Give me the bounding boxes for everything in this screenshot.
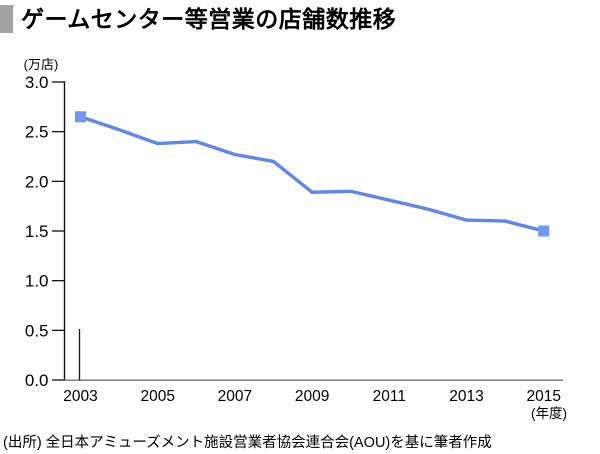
y-tick-label: 2.5 (25, 123, 49, 142)
source-note: (出所) 全日本アミューズメント施設営業者協会連合会(AOU)を基に筆者作成 (3, 435, 492, 451)
x-tick-label: 2011 (373, 388, 406, 405)
x-tick-label: 2015 (526, 388, 560, 405)
x-tick-label: 2005 (140, 388, 174, 405)
y-tick-label: 2.0 (25, 172, 49, 191)
y-tick-label: 1.5 (25, 222, 49, 241)
data-line (79, 115, 545, 233)
title-row: ゲームセンター等営業の店舗数推移 (0, 5, 396, 33)
x-tick-label: 2003 (63, 388, 97, 405)
end-point-marker (75, 111, 86, 123)
y-tick-label: 0.5 (25, 321, 49, 340)
page-title: ゲームセンター等営業の店舗数推移 (21, 6, 397, 32)
y-tick-label: 0.0 (25, 371, 49, 390)
x-tick-label: 2007 (218, 388, 252, 405)
line-chart: (万店) (年度) 0.0 0.5 1.0 1.5 2.0 2.5 3.0 2003 2005 2… (24, 57, 567, 421)
y-tick-label: 3.0 (25, 73, 49, 92)
end-point-marker (538, 225, 550, 237)
x-tick-label: 2013 (449, 388, 483, 405)
x-tick-label: 2009 (295, 388, 329, 405)
y-tick-label: 1.0 (25, 272, 49, 291)
x-axis-unit-label: (年度) (531, 406, 567, 421)
title-block-icon (0, 5, 13, 33)
y-axis-unit-label: (万店) (24, 57, 59, 72)
